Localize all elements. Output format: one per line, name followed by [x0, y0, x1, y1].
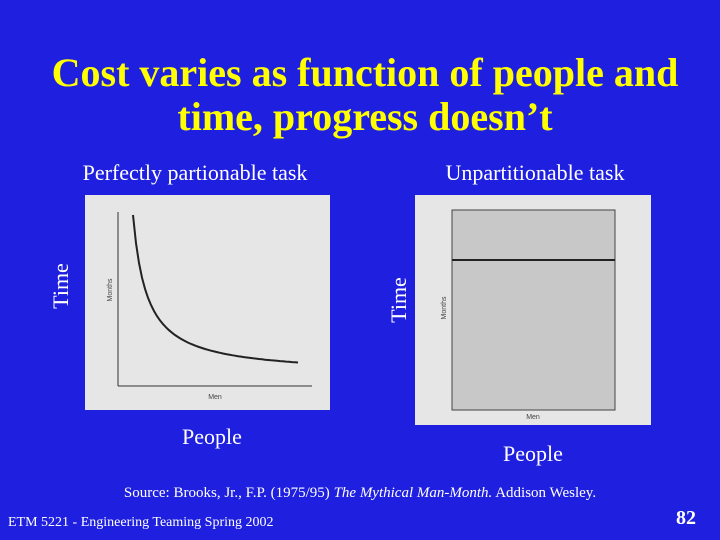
source-text: Addison Wesley. [492, 485, 596, 501]
figure [85, 195, 330, 410]
inner-x-label: Men [208, 394, 222, 401]
inner-y-label: Months [107, 278, 114, 301]
x-label: People [503, 441, 563, 466]
y-label: Time [386, 277, 411, 323]
page-number: 82 [676, 507, 696, 529]
x-label: People [182, 424, 242, 449]
source: Source: Brooks, Jr., F.P. (1975/95) The … [124, 485, 596, 501]
curve [132, 214, 299, 364]
y-label: Time [48, 263, 73, 309]
inner-y-label: Months [441, 296, 448, 319]
panel-caption: Perfectly partionable task [83, 160, 308, 185]
inner-x-label: Men [526, 414, 540, 421]
title-line: time, progress doesn’t [177, 94, 553, 139]
footer-course: ETM 5221 - Engineering Teaming Spring 20… [8, 515, 274, 530]
title-line: Cost varies as function of people and [52, 50, 679, 95]
source-book: The Mythical Man-Month. [334, 485, 493, 501]
plot-area [451, 209, 616, 411]
source-text: Source: Brooks, Jr., F.P. (1975/95) [124, 485, 334, 501]
panel-caption: Unpartitionable task [445, 160, 624, 185]
